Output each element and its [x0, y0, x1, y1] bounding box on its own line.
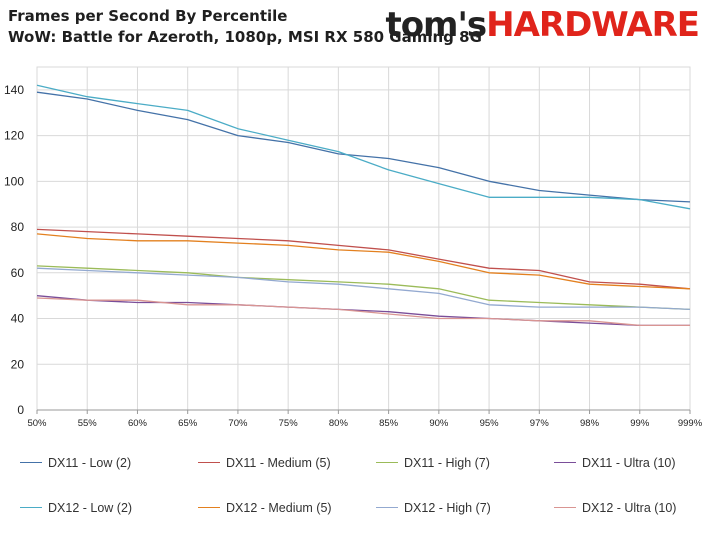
- legend-label: DX12 - Low (2): [48, 500, 133, 515]
- series-line-5: [36, 84, 691, 210]
- x-tick-label: 80%: [329, 418, 349, 429]
- chart-title-block: Frames per Second By Percentile WoW: Bat…: [8, 6, 482, 48]
- logo-part-hardware: HARDWARE: [486, 5, 700, 45]
- legend-item: DX11 - High (7): [376, 440, 554, 485]
- x-tick-label: 50%: [27, 418, 47, 429]
- legend-item: DX12 - Medium (5): [198, 485, 376, 530]
- x-tick-label: 90%: [429, 418, 449, 429]
- logo-part-toms: tom's: [385, 5, 487, 45]
- x-tick-label: 70%: [228, 418, 248, 429]
- legend-swatch: [554, 507, 576, 508]
- line-chart: 0 20 40 60 80 100 120 140 50% 55% 60% 65% 70% 75% 80% 8…: [4, 66, 703, 429]
- legend-swatch: [198, 507, 220, 508]
- series-line-8: [36, 297, 690, 327]
- toms-hardware-logo: tom'sHARDWARE: [385, 4, 700, 46]
- y-tick-label: 40: [11, 312, 25, 326]
- y-tick-label: 100: [4, 174, 24, 188]
- x-tick-label: 98%: [580, 418, 600, 429]
- legend-swatch: [376, 462, 398, 463]
- series-line-1: [36, 91, 691, 203]
- legend-swatch: [376, 507, 398, 508]
- legend-item: DX12 - Low (2): [20, 485, 198, 530]
- x-tick-label: 75%: [279, 418, 299, 429]
- legend-label: DX11 - Medium (5): [226, 455, 331, 470]
- legend-label: DX11 - Ultra (10): [582, 455, 676, 470]
- chart-legend: DX11 - Low (2) DX11 - Medium (5) DX11 - Hi…: [20, 440, 710, 530]
- legend-item: DX11 - Medium (5): [198, 440, 376, 485]
- chart-title: Frames per Second By Percentile: [8, 7, 288, 25]
- x-tick-label: 55%: [78, 418, 98, 429]
- legend-label: DX12 - Ultra (10): [582, 500, 677, 515]
- x-tick-label: 60%: [128, 418, 148, 429]
- y-tick-label: 0: [17, 403, 24, 417]
- x-tick-label: 65%: [178, 418, 198, 429]
- x-tick-label: 85%: [379, 418, 399, 429]
- legend-label: DX12 - Medium (5): [226, 500, 332, 515]
- y-tick-label: 20: [11, 357, 25, 371]
- series-line-2: [36, 228, 691, 290]
- y-tick-label: 60: [11, 266, 25, 280]
- chart-subtitle: WoW: Battle for Azeroth, 1080p, MSI RX 5…: [8, 28, 482, 46]
- legend-swatch: [554, 462, 576, 463]
- series-line-6: [36, 233, 691, 290]
- series-line-7: [36, 267, 691, 311]
- x-tick-label: 99%: [630, 418, 650, 429]
- y-tick-label: 140: [4, 83, 24, 97]
- series-line-4: [36, 295, 690, 327]
- legend-label: DX12 - High (7): [404, 500, 491, 515]
- plot-area: [36, 66, 691, 411]
- legend-item: DX11 - Low (2): [20, 440, 198, 485]
- legend-swatch: [198, 462, 220, 463]
- x-tick-label: 95%: [480, 418, 500, 429]
- legend-swatch: [20, 507, 42, 508]
- legend-swatch: [20, 462, 42, 463]
- x-tick-label: 999%: [678, 418, 703, 429]
- legend-label: DX11 - High (7): [404, 455, 490, 470]
- legend-item: DX12 - High (7): [376, 485, 554, 530]
- series-line-3: [36, 265, 691, 311]
- y-tick-label: 120: [4, 129, 24, 143]
- legend-item: DX11 - Ultra (10): [554, 440, 710, 485]
- legend-label: DX11 - Low (2): [48, 455, 132, 470]
- x-tick-label: 97%: [530, 418, 550, 429]
- y-tick-label: 80: [11, 220, 25, 234]
- legend-item: DX12 - Ultra (10): [554, 485, 710, 530]
